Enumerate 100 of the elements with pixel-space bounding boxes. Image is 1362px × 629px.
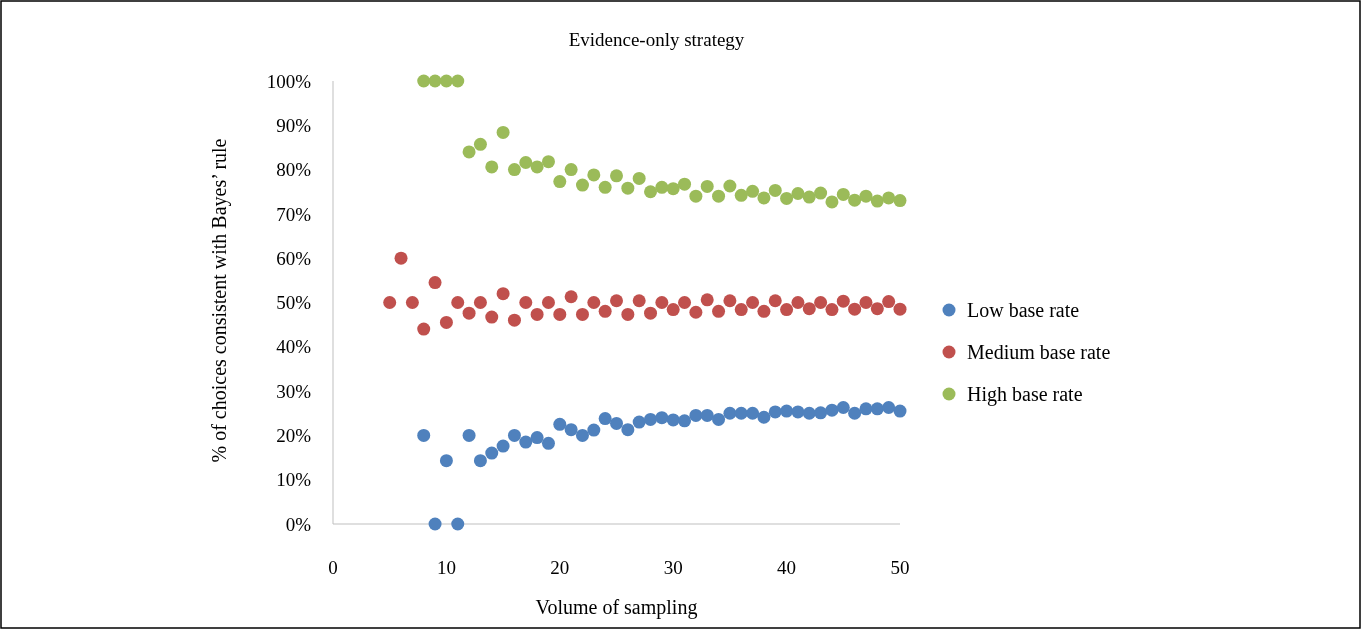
y-tick-label: 70% <box>276 203 312 225</box>
point <box>768 405 782 419</box>
y-tick-label: 20% <box>276 425 312 447</box>
point <box>802 190 816 204</box>
point <box>689 408 703 422</box>
point <box>383 296 397 309</box>
point <box>428 276 442 290</box>
point <box>791 296 805 309</box>
point <box>723 294 737 308</box>
x-tick-label: 0 <box>328 556 338 578</box>
point <box>666 303 680 317</box>
point <box>723 179 737 193</box>
point <box>428 517 442 531</box>
point <box>530 431 544 445</box>
point <box>700 408 714 422</box>
point <box>564 423 578 437</box>
y-tick-label: 80% <box>276 159 312 181</box>
point <box>848 406 862 420</box>
y-tick-label: 100% <box>266 70 312 92</box>
point <box>541 296 555 309</box>
point <box>882 295 896 309</box>
point <box>451 517 465 531</box>
point <box>836 400 850 414</box>
point <box>780 191 794 205</box>
y-tick-label: 90% <box>276 114 312 136</box>
point <box>859 189 873 203</box>
point <box>870 302 884 316</box>
point <box>814 406 828 420</box>
x-tick-label: 40 <box>777 556 797 578</box>
point <box>632 294 646 308</box>
point <box>768 294 782 308</box>
point <box>746 184 760 198</box>
point <box>473 454 487 468</box>
point <box>644 185 658 199</box>
y-tick-label: 10% <box>276 469 312 491</box>
point <box>893 194 907 208</box>
x-axis-title: Volume of sampling <box>535 596 698 619</box>
point <box>553 307 567 321</box>
point <box>598 304 612 318</box>
point <box>553 175 567 189</box>
point <box>802 302 816 316</box>
point <box>644 412 658 426</box>
point <box>473 137 487 151</box>
point <box>462 306 476 320</box>
point <box>734 188 748 202</box>
point <box>575 428 589 442</box>
point <box>451 74 465 88</box>
point <box>870 402 884 416</box>
point <box>893 302 907 316</box>
point <box>507 428 521 442</box>
point <box>655 296 669 309</box>
point <box>836 294 850 308</box>
point <box>530 307 544 321</box>
point <box>541 436 555 450</box>
point <box>757 191 771 205</box>
point <box>621 307 635 321</box>
point <box>655 411 669 425</box>
point <box>768 183 782 197</box>
point <box>564 290 578 304</box>
point <box>485 160 499 174</box>
point <box>848 193 862 207</box>
point <box>723 406 737 420</box>
point <box>610 416 623 430</box>
point <box>780 404 794 418</box>
point <box>575 178 589 192</box>
point <box>417 322 431 336</box>
point <box>882 191 896 205</box>
point <box>666 182 680 196</box>
point <box>712 189 726 203</box>
point <box>825 195 839 209</box>
point <box>530 160 544 174</box>
point <box>712 304 726 318</box>
point <box>439 454 453 468</box>
point <box>462 428 476 442</box>
point <box>496 287 510 301</box>
y-tick-label: 60% <box>276 247 312 269</box>
point <box>553 417 567 431</box>
point <box>757 304 771 318</box>
point <box>632 415 646 429</box>
point <box>587 168 601 182</box>
point <box>473 296 487 309</box>
point <box>848 302 862 316</box>
y-tick-label: 30% <box>276 380 312 402</box>
point <box>587 423 601 437</box>
legend-label: High base rate <box>967 383 1083 406</box>
point <box>678 177 692 191</box>
point <box>678 296 692 309</box>
point <box>610 169 623 183</box>
point <box>417 428 431 442</box>
point <box>734 303 748 317</box>
point <box>496 439 510 453</box>
point <box>394 251 408 265</box>
point <box>519 156 533 170</box>
point <box>678 414 692 428</box>
y-tick-label: 50% <box>276 292 312 314</box>
point <box>405 296 419 309</box>
point <box>712 412 726 426</box>
point <box>882 400 896 414</box>
x-tick-label: 20 <box>550 556 570 578</box>
point <box>836 187 850 201</box>
